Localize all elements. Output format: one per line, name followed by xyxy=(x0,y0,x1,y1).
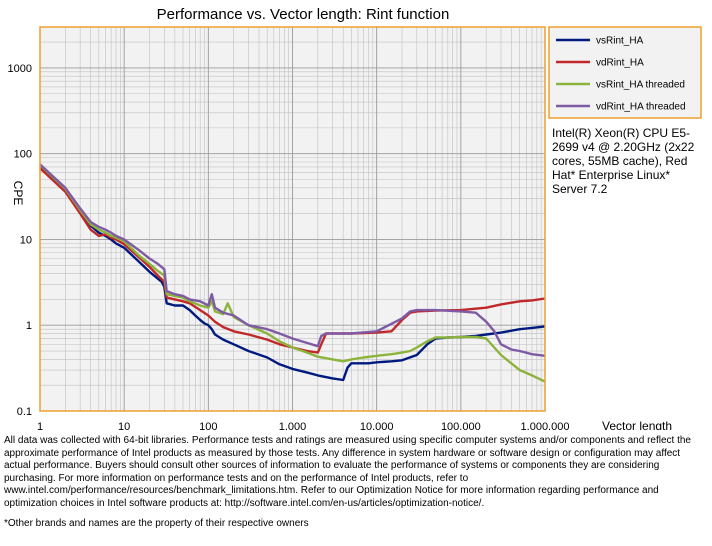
x-tick-label: 100 xyxy=(199,421,217,430)
y-axis-label: CPE xyxy=(11,181,25,206)
x-tick-label: 10 xyxy=(118,421,130,430)
x-axis-ticks: 1 10 100 1,000 10,000 100,000 1,000,000 xyxy=(37,421,570,430)
x-tick-label: 100,000 xyxy=(441,421,481,430)
series-line-vdrint-ha-threaded xyxy=(39,163,546,357)
y-tick-label: 1000 xyxy=(8,63,32,75)
plot-frame xyxy=(39,26,546,412)
cpu-info-note: Intel(R) Xeon(R) CPU E5-2699 v4 @ 2.20GH… xyxy=(552,126,695,196)
x-tick-label: 1 xyxy=(37,421,43,430)
y-tick-label: 1 xyxy=(26,320,32,332)
legend-box xyxy=(548,26,702,119)
y-tick-label: 0.1 xyxy=(17,406,32,418)
legend-entry: vdRint_HA xyxy=(596,58,644,69)
y-axis-ticks: 0.1 1 10 100 1000 xyxy=(8,63,32,418)
y-tick-label: 100 xyxy=(14,149,32,161)
series-line-vsrint-ha xyxy=(39,165,546,382)
x-tick-label: 1,000,000 xyxy=(521,421,570,430)
y-tick-label: 10 xyxy=(20,234,32,246)
legend-entry: vsRint_HA threaded xyxy=(596,80,685,91)
chart-title: Performance vs. Vector length: Rint func… xyxy=(157,6,450,23)
trademark-note: *Other brands and names are the property… xyxy=(4,518,309,529)
series-lines xyxy=(39,163,546,383)
x-tick-label: 1,000 xyxy=(279,421,307,430)
x-minor-gridlines xyxy=(65,27,542,411)
legend-entry: vsRint_HA xyxy=(596,36,644,47)
legend-entry: vdRint_HA threaded xyxy=(596,102,686,113)
chart: Performance vs. Vector length: Rint func… xyxy=(8,6,702,430)
series-line-vdrint-ha xyxy=(39,167,546,354)
x-axis-label: Vector length xyxy=(602,419,672,430)
x-tick-label: 10,000 xyxy=(360,421,394,430)
performance-disclaimer: All data was collected with 64-bit libra… xyxy=(4,435,691,509)
legend: vsRint_HA vdRint_HA vsRint_HA threaded vdRi… xyxy=(548,26,702,119)
